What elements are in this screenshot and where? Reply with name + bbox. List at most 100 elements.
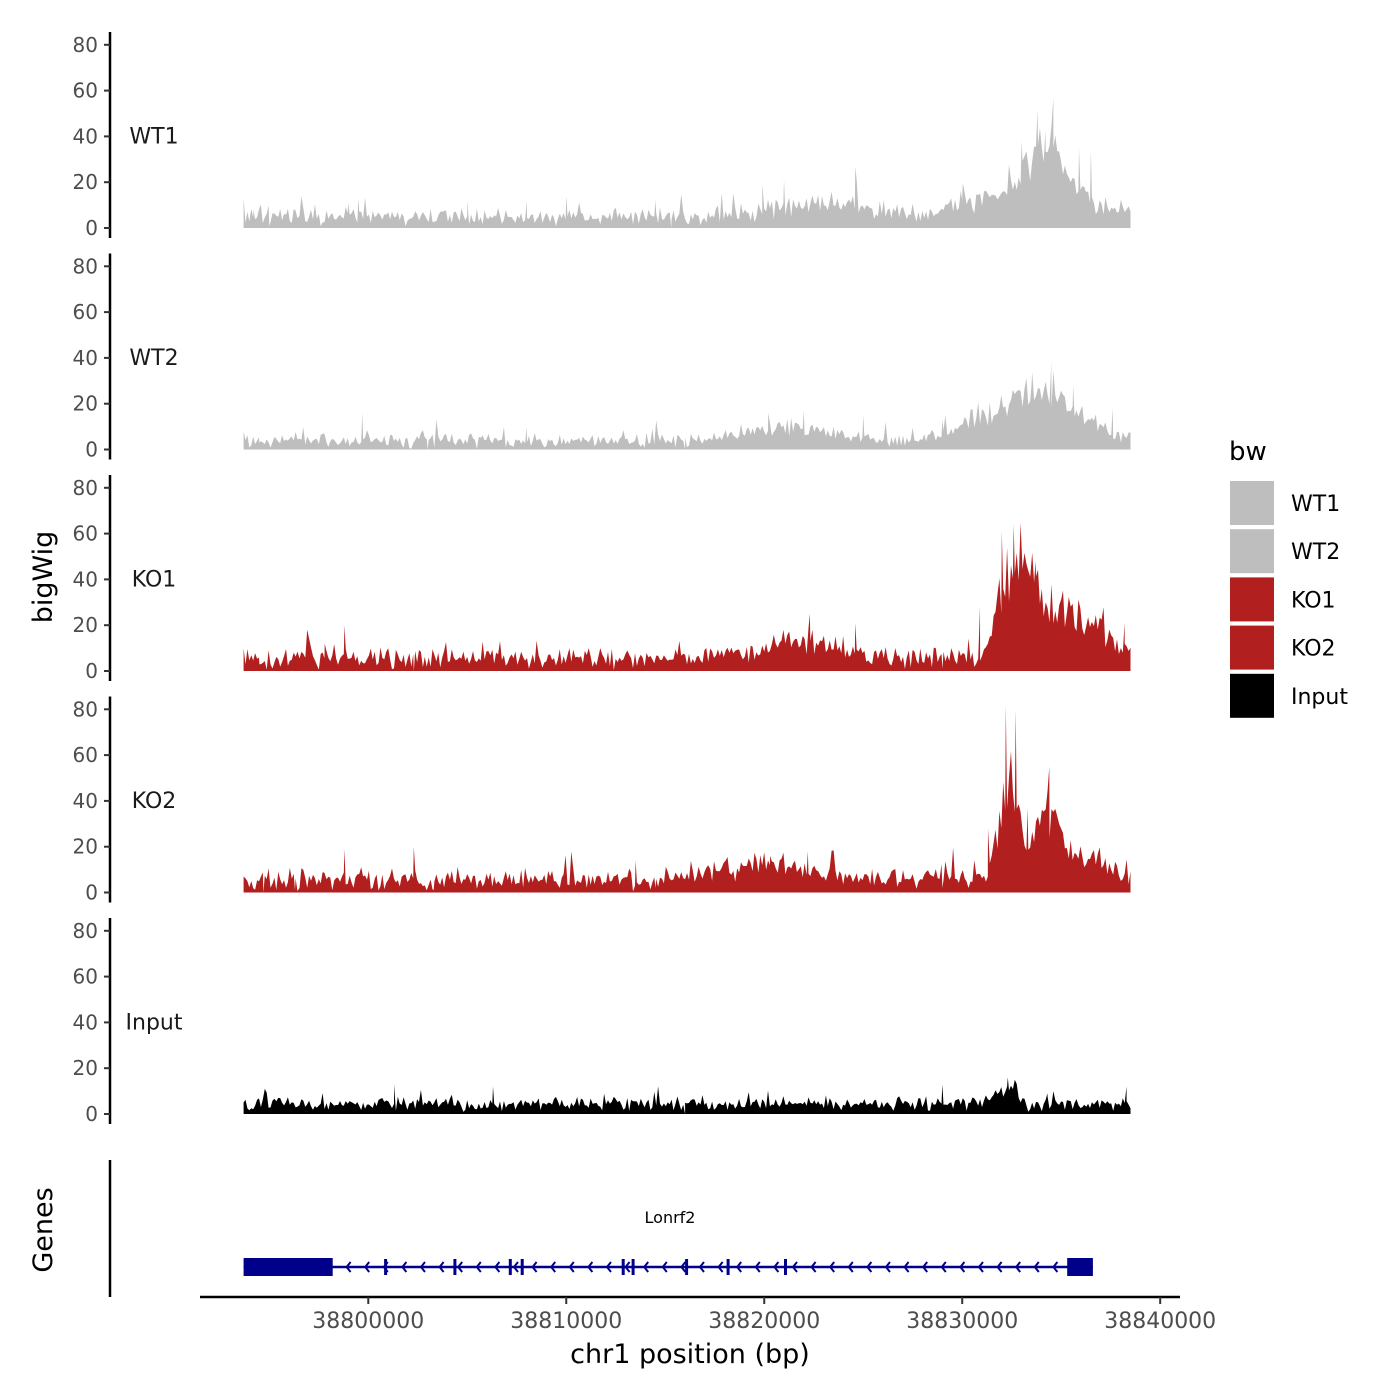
strand-arrow <box>791 1261 798 1273</box>
y-tick-label: 40 <box>73 1010 98 1034</box>
track-panel-ko1: 0 20 40 60 80 KO1 <box>73 475 1131 683</box>
y-tick-label: 20 <box>73 392 98 416</box>
gene-exon <box>453 1259 457 1275</box>
gene-exon <box>243 1258 333 1276</box>
strand-arrow <box>773 1261 780 1273</box>
y-tick-label: 20 <box>73 1056 98 1080</box>
strand-arrow <box>698 1261 705 1273</box>
y-tick-label: 60 <box>73 743 98 767</box>
strand-arrow <box>624 1261 631 1273</box>
strand-arrow <box>438 1261 445 1273</box>
strand-arrow <box>828 1261 835 1273</box>
y-tick-label: 0 <box>85 438 98 462</box>
strand-arrow <box>735 1261 742 1273</box>
x-tick-label: 38840000 <box>1104 1309 1216 1334</box>
gene-exon <box>726 1259 730 1275</box>
strand-arrow <box>754 1261 761 1273</box>
strand-arrow <box>977 1261 984 1273</box>
y-tick-label: 20 <box>73 170 98 194</box>
y-tick-label: 60 <box>73 965 98 989</box>
x-tick-label: 38830000 <box>906 1309 1018 1334</box>
y-tick-label: 0 <box>85 1102 98 1126</box>
gene-exon <box>520 1259 524 1275</box>
gene-track: Genes Lonrf2 <box>28 1160 1093 1297</box>
gene-exon <box>784 1259 787 1275</box>
legend-swatch-wt2 <box>1230 529 1274 574</box>
x-axis-label: chr1 position (bp) <box>570 1339 810 1370</box>
strand-arrow <box>1033 1261 1040 1273</box>
strand-arrow <box>401 1261 408 1273</box>
gene-exon <box>1067 1258 1093 1276</box>
strand-arrow <box>605 1261 612 1273</box>
legend-swatch-input <box>1230 673 1274 718</box>
strand-arrow <box>475 1261 482 1273</box>
y-tick-label: 80 <box>73 33 98 57</box>
track-panel-wt1: 0 20 40 60 80 WT1 <box>73 32 1131 240</box>
strand-arrow <box>959 1261 966 1273</box>
strand-arrow <box>549 1261 556 1273</box>
strand-arrow <box>661 1261 668 1273</box>
strand-arrow <box>996 1261 1003 1273</box>
legend-label: Input <box>1291 685 1348 710</box>
x-axis: chr1 position (bp) 38800000 38810000 38820… <box>200 1295 1216 1370</box>
legend-swatch-wt1 <box>1230 481 1274 525</box>
strand-arrow <box>642 1261 649 1273</box>
strand-arrow <box>531 1261 538 1273</box>
y-tick-label: 0 <box>85 881 98 905</box>
gene-exon <box>384 1259 388 1275</box>
strand-arrow <box>717 1261 724 1273</box>
y-tick-label: 0 <box>85 659 98 683</box>
legend-label: KO2 <box>1291 637 1336 662</box>
coverage-area-wt2 <box>243 362 1131 450</box>
y-tick-label: 80 <box>73 697 98 721</box>
track-label: WT2 <box>129 346 178 371</box>
strand-arrow <box>494 1261 501 1273</box>
strand-arrow <box>363 1261 370 1273</box>
strand-arrow <box>587 1261 594 1273</box>
x-tick-label: 38810000 <box>510 1309 622 1334</box>
strand-arrow <box>847 1261 854 1273</box>
x-tick-label: 38820000 <box>708 1309 820 1334</box>
gene-exon <box>685 1259 689 1275</box>
y-tick-label: 40 <box>73 346 98 370</box>
y-tick-label: 40 <box>73 789 98 813</box>
track-label: KO1 <box>132 567 177 592</box>
strand-arrow <box>1014 1261 1021 1273</box>
strand-arrow <box>680 1261 687 1273</box>
y-tick-label: 80 <box>73 919 98 943</box>
x-tick-label: 38800000 <box>312 1309 424 1334</box>
y-tick-label: 20 <box>73 613 98 637</box>
legend-swatch-ko1 <box>1230 577 1274 622</box>
track-panels: 0 20 40 60 80 WT1 0 20 40 60 80 WT2 0 20 40 60 80 KO1 0 20 4… <box>73 32 1131 1126</box>
strand-arrow <box>512 1261 519 1273</box>
strand-arrow <box>940 1261 947 1273</box>
strand-arrow <box>866 1261 873 1273</box>
gene-exon <box>631 1259 635 1275</box>
legend-label: WT1 <box>1291 492 1340 517</box>
y-tick-label: 60 <box>73 522 98 546</box>
legend-label: KO1 <box>1291 588 1336 613</box>
y-tick-label: 80 <box>73 254 98 278</box>
y-tick-label: 20 <box>73 835 98 859</box>
track-panel-ko2: 0 20 40 60 80 KO2 <box>73 696 1131 905</box>
strand-arrow <box>903 1261 910 1273</box>
track-label: Input <box>126 1010 183 1035</box>
strand-arrow <box>884 1261 891 1273</box>
y-tick-label: 40 <box>73 567 98 591</box>
strand-arrow <box>456 1261 463 1273</box>
gene-exon <box>621 1259 625 1275</box>
track-panel-wt2: 0 20 40 60 80 WT2 <box>73 253 1131 462</box>
genes-axis-label: Genes <box>28 1187 59 1272</box>
y-tick-label: 40 <box>73 124 98 148</box>
strand-arrow <box>568 1261 575 1273</box>
strand-arrow <box>1052 1261 1059 1273</box>
legend-label: WT2 <box>1291 540 1340 565</box>
y-tick-label: 60 <box>73 79 98 103</box>
coverage-area-ko2 <box>243 704 1131 893</box>
strand-arrow <box>921 1261 928 1273</box>
coverage-area-ko1 <box>243 522 1131 671</box>
gene-name-label: Lonrf2 <box>645 1208 696 1227</box>
y-tick-label: 0 <box>85 216 98 240</box>
legend: bw WT1 WT2 KO1 KO2 Input <box>1229 437 1348 718</box>
